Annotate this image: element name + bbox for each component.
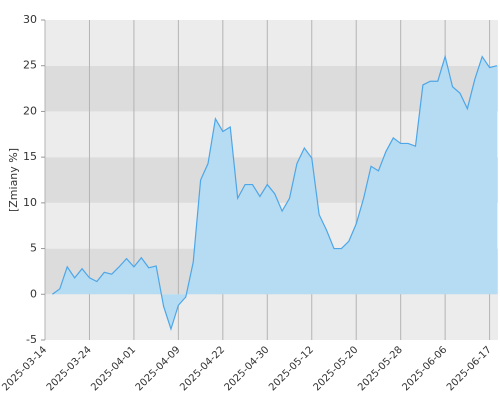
x-tick-label: 2025-05-28 [356, 344, 405, 393]
x-tick-label: 2025-04-22 [178, 344, 227, 393]
x-tick-label: 2025-03-24 [45, 344, 94, 393]
band [45, 20, 498, 66]
y-tick-label: 15 [23, 150, 37, 163]
x-tick-label: 2025-03-14 [0, 344, 49, 393]
area-fill [52, 56, 497, 330]
x-tick-label: 2025-06-17 [445, 344, 494, 393]
y-axis-label: [Zmiany %] [7, 148, 20, 212]
y-tick-label: 10 [23, 196, 37, 209]
y-tick-label: 30 [23, 13, 37, 26]
x-tick-label: 2025-04-30 [223, 344, 272, 393]
x-tick-label: 2025-04-09 [134, 344, 183, 393]
x-tick-label: 2025-05-12 [267, 344, 316, 393]
y-tick-label: -5 [26, 333, 37, 346]
x-tick-label: 2025-06-06 [400, 344, 449, 393]
y-tick-label: 25 [23, 59, 37, 72]
y-tick-label: 5 [30, 242, 37, 255]
y-tick-label: 0 [30, 287, 37, 300]
y-tick-label: 20 [23, 104, 37, 117]
x-tick-label: 2025-04-01 [89, 344, 138, 393]
line [52, 54, 498, 332]
x-tick-label: 2025-05-20 [312, 344, 361, 393]
band [45, 294, 498, 340]
